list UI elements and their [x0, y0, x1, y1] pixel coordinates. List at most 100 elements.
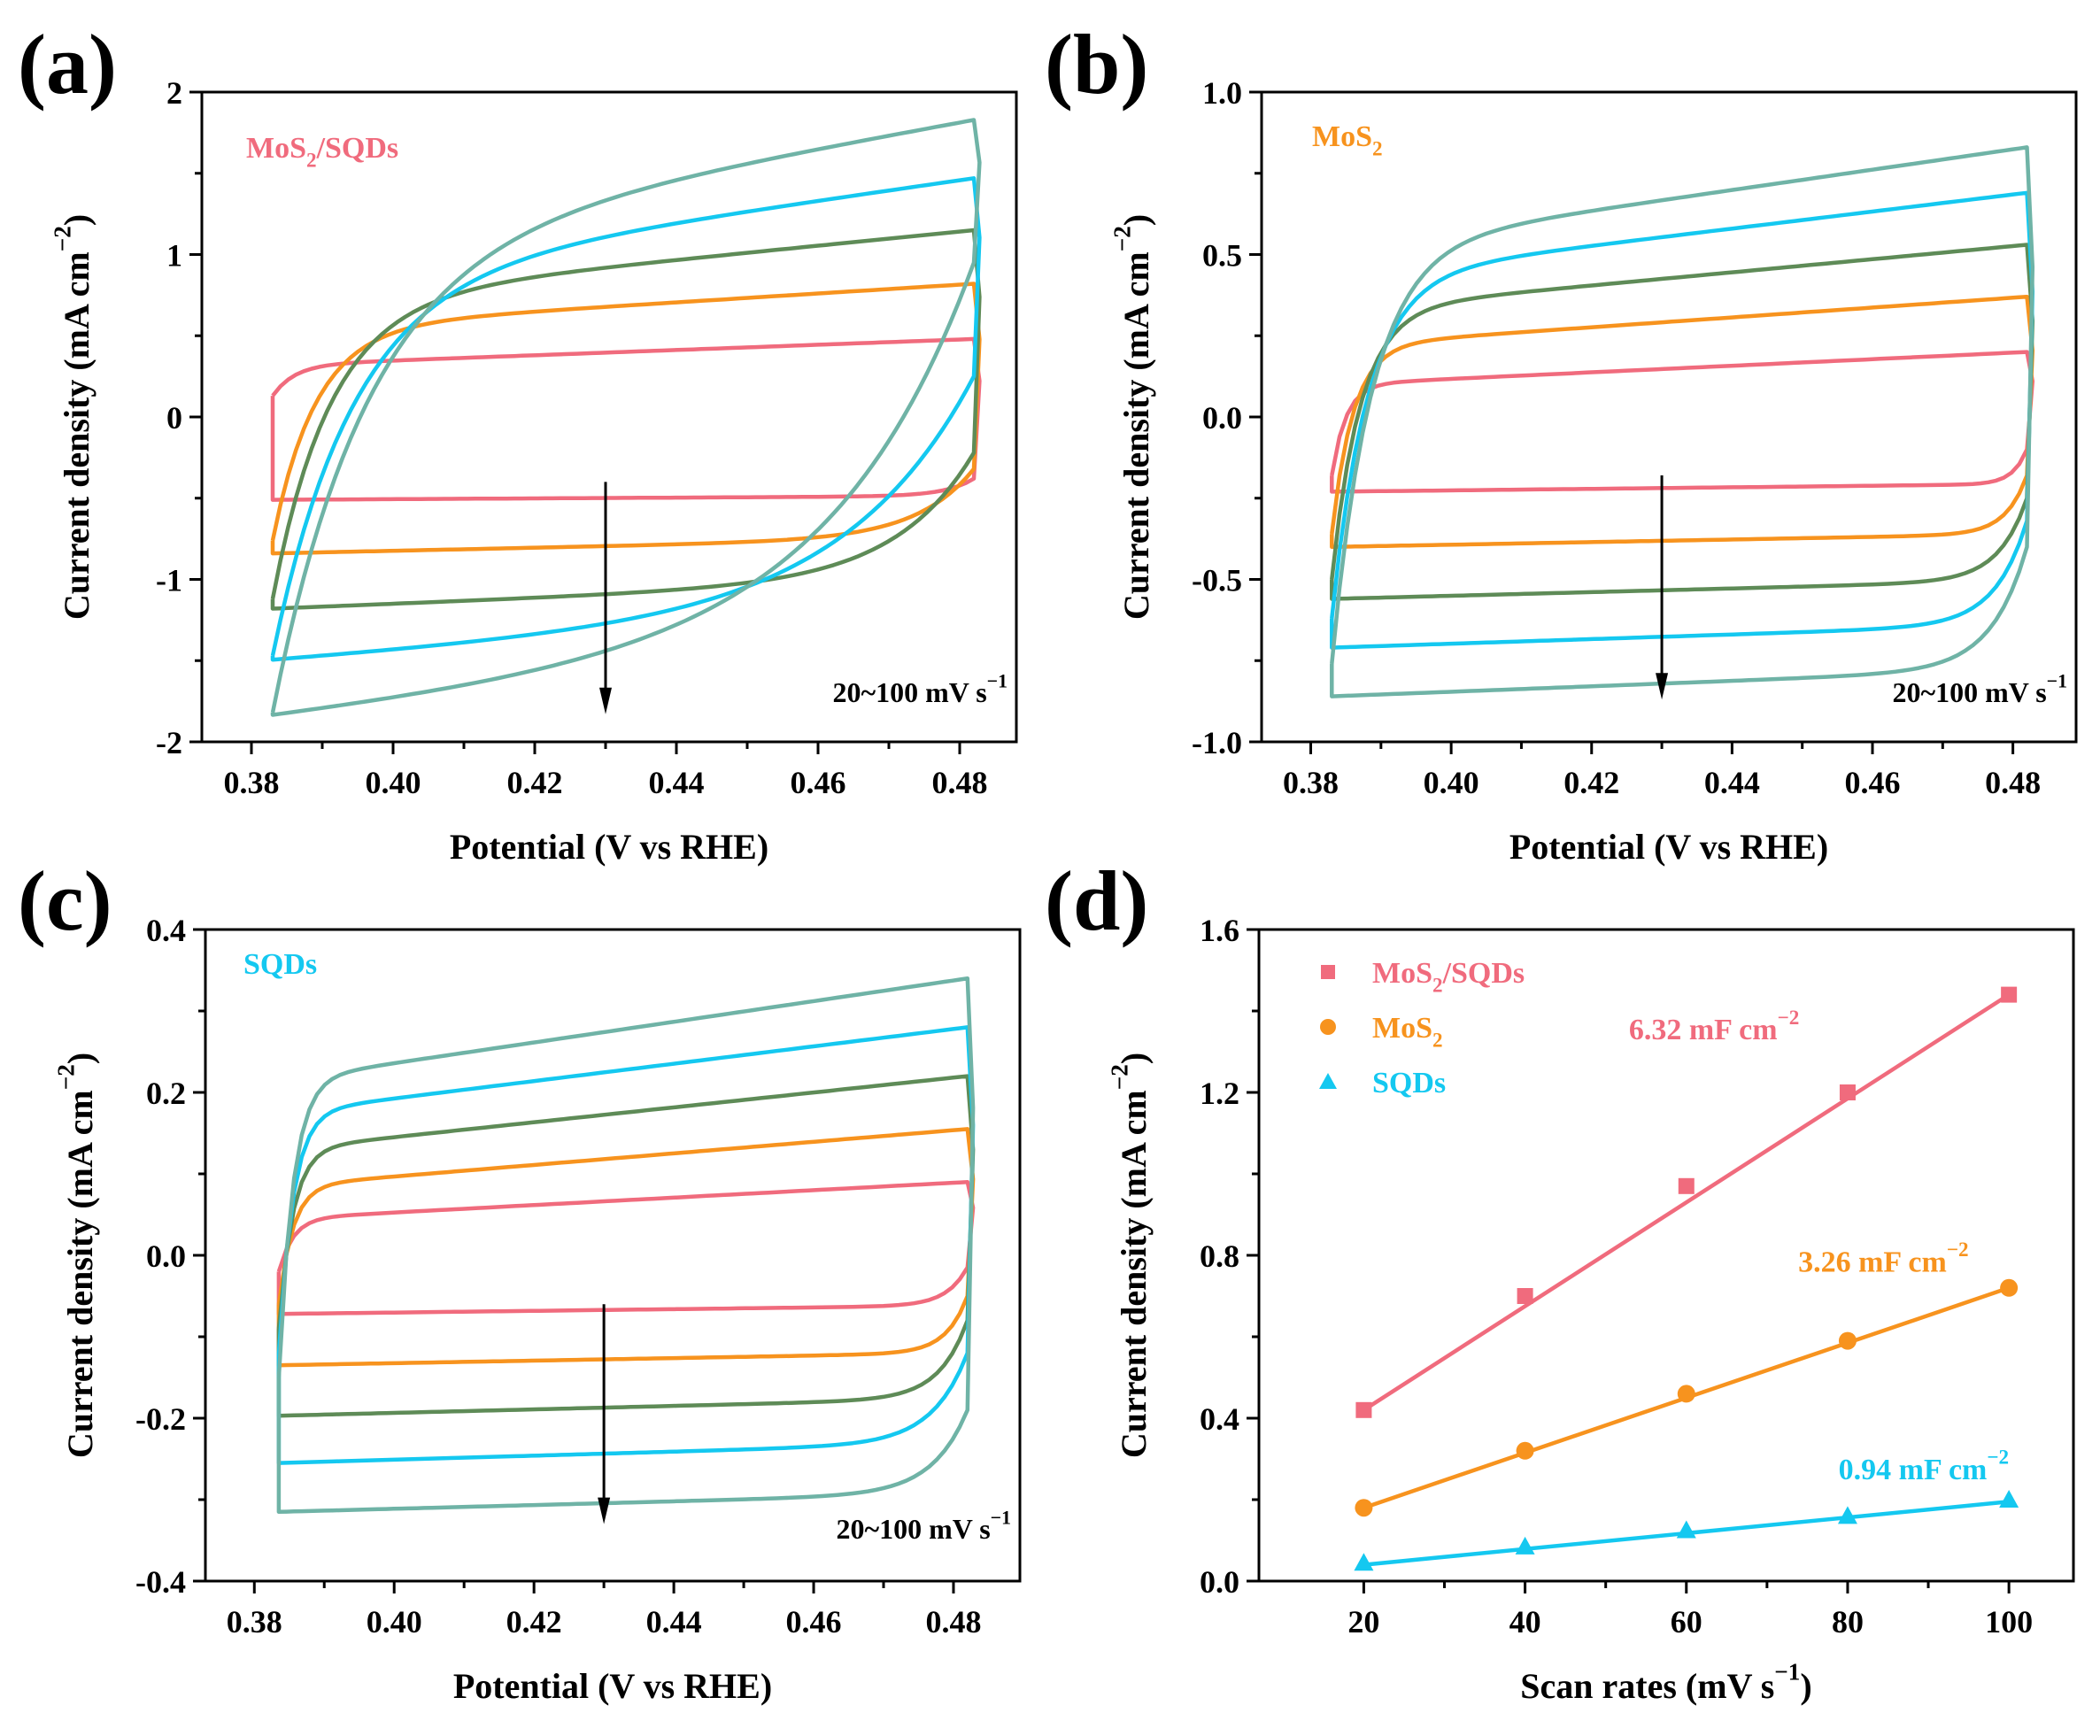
panel-label: (c) — [18, 853, 112, 948]
scan-rate-annotation: 20~100 mV s−1 — [1892, 671, 2067, 708]
legend-marker — [1321, 965, 1335, 979]
scan-arrow-head — [1656, 673, 1669, 700]
y-tick-label: 1 — [166, 238, 182, 274]
data-point — [1355, 1401, 1372, 1418]
x-axis-label: Potential (V vs RHE) — [450, 827, 768, 867]
x-tick-label: 20 — [1347, 1604, 1379, 1640]
x-tick-label: 60 — [1671, 1604, 1702, 1640]
y-tick-label: 2 — [166, 75, 182, 111]
x-axis-label: Potential (V vs RHE) — [1509, 827, 1828, 867]
x-tick-label: 0.42 — [1563, 765, 1619, 800]
panel-b: 0.38 0.40 0.42 0.44 0.46 0.48 -1.0 -0.5 0.0 0.5 1.… — [1045, 17, 2078, 867]
data-point — [1676, 1520, 1696, 1539]
data-point — [1677, 1385, 1695, 1403]
legend-label: MoS2/SQDs — [1372, 957, 1525, 997]
x-tick-label: 0.48 — [925, 1604, 981, 1640]
y-tick-label: -0.2 — [135, 1401, 186, 1437]
x-tick-label: 0.48 — [1985, 765, 2041, 800]
y-tick-label: 0.0 — [1202, 400, 1242, 436]
cv-curve — [270, 176, 982, 662]
cv-curve — [270, 228, 982, 611]
y-tick-label: 0.4 — [1200, 1401, 1239, 1437]
capacitance-annotation: 6.32 mF cm−2 — [1629, 1007, 1799, 1046]
capacitance-annotation: 3.26 mF cm−2 — [1798, 1238, 1968, 1278]
data-point — [1516, 1441, 1534, 1460]
y-tick-label: 0.0 — [1200, 1564, 1239, 1600]
x-tick-label: 0.44 — [1704, 765, 1760, 800]
cv-curve — [270, 118, 982, 717]
x-tick-label: 0.38 — [227, 1604, 282, 1640]
y-tick-label: -2 — [156, 725, 182, 760]
scan-arrow-head — [598, 1497, 611, 1524]
panel-d: 20 40 60 80 100 0.0 0.4 0.8 1.2 1.6 (d) Scan rates … — [1045, 853, 2075, 1706]
panel-c: 0.38 0.40 0.42 0.44 0.46 0.48 -0.4 -0.2 0.0 0.2 0.… — [18, 853, 1022, 1706]
x-tick-label: 0.38 — [224, 765, 280, 800]
data-point — [1354, 1553, 1374, 1571]
x-tick-label: 0.44 — [646, 1604, 702, 1640]
x-tick-label: 0.46 — [1845, 765, 1901, 800]
y-tick-label: -0.4 — [135, 1564, 186, 1600]
x-axis-label: Potential (V vs RHE) — [453, 1666, 772, 1706]
x-tick-label: 80 — [1832, 1604, 1864, 1640]
y-tick-label: 0.4 — [146, 913, 186, 948]
x-tick-label: 100 — [1985, 1604, 2033, 1640]
legend-marker — [1320, 1019, 1336, 1035]
cv-curve — [1330, 294, 2035, 550]
legend-label: SQDs — [1372, 1067, 1446, 1099]
y-axis-label: Current density (mA cm−2) — [50, 214, 97, 620]
x-tick-label: 0.44 — [649, 765, 705, 800]
cv-curve — [1330, 350, 2035, 494]
data-point — [1515, 1536, 1535, 1555]
fit-line — [1363, 992, 2011, 1412]
y-axis-label: Current density (mA cm−2) — [1109, 214, 1156, 620]
x-tick-label: 0.42 — [507, 765, 563, 800]
legend-label: MoS2 — [1372, 1012, 1443, 1052]
y-tick-label: 1.2 — [1200, 1076, 1239, 1111]
y-tick-label: 1.0 — [1202, 75, 1242, 111]
scan-rate-annotation: 20~100 mV s−1 — [832, 671, 1008, 708]
x-tick-label: 0.40 — [1424, 765, 1479, 800]
y-tick-label: 0 — [166, 400, 182, 436]
x-tick-label: 0.40 — [366, 765, 421, 800]
capacitance-annotation: 0.94 mF cm−2 — [1839, 1447, 2009, 1486]
panel-label: (b) — [1045, 17, 1148, 112]
cv-curve — [276, 976, 976, 1515]
sample-label: SQDs — [243, 948, 317, 981]
x-tick-label: 0.46 — [786, 1604, 842, 1640]
panel-label: (a) — [18, 17, 117, 112]
data-point — [2000, 1278, 2019, 1297]
panel-label: (d) — [1045, 853, 1148, 948]
x-tick-label: 0.48 — [932, 765, 988, 800]
x-axis-label: Scan rates (mV s−1) — [1520, 1659, 1811, 1706]
data-point — [1838, 1331, 1857, 1350]
panel-a: 0.38 0.40 0.42 0.44 0.46 0.48 -2 -1 0 1 2 (a) Potent… — [18, 17, 1018, 867]
y-tick-label: 1.6 — [1200, 913, 1239, 948]
x-tick-label: 0.40 — [367, 1604, 422, 1640]
y-tick-label: 0.8 — [1200, 1238, 1239, 1274]
scan-arrow-head — [599, 687, 612, 714]
cv-curve — [1330, 145, 2035, 698]
x-tick-label: 0.38 — [1283, 765, 1339, 800]
data-point — [1678, 1177, 1695, 1194]
cv-curve — [276, 1127, 976, 1368]
data-point — [1839, 1084, 1856, 1100]
x-tick-label: 0.46 — [791, 765, 846, 800]
x-tick-label: 0.42 — [506, 1604, 562, 1640]
x-tick-label: 40 — [1509, 1604, 1541, 1640]
y-axis-label: Current density (mA cm−2) — [53, 1053, 100, 1458]
scan-rate-annotation: 20~100 mV s−1 — [836, 1508, 1011, 1545]
y-tick-label: 0.5 — [1202, 238, 1242, 274]
y-tick-label: -1 — [156, 563, 182, 598]
sample-label: MoS2 — [1312, 120, 1383, 160]
y-tick-label: -1.0 — [1192, 725, 1242, 760]
legend-marker — [1319, 1073, 1337, 1089]
y-tick-label: 0.0 — [146, 1238, 186, 1274]
data-point — [1999, 1490, 2019, 1508]
data-point — [2001, 986, 2018, 1003]
data-point — [1517, 1288, 1533, 1304]
data-point — [1837, 1506, 1857, 1524]
data-point — [1355, 1499, 1373, 1517]
y-axis-label: Current density (mA cm−2) — [1107, 1053, 1154, 1458]
y-tick-label: -0.5 — [1192, 563, 1242, 598]
